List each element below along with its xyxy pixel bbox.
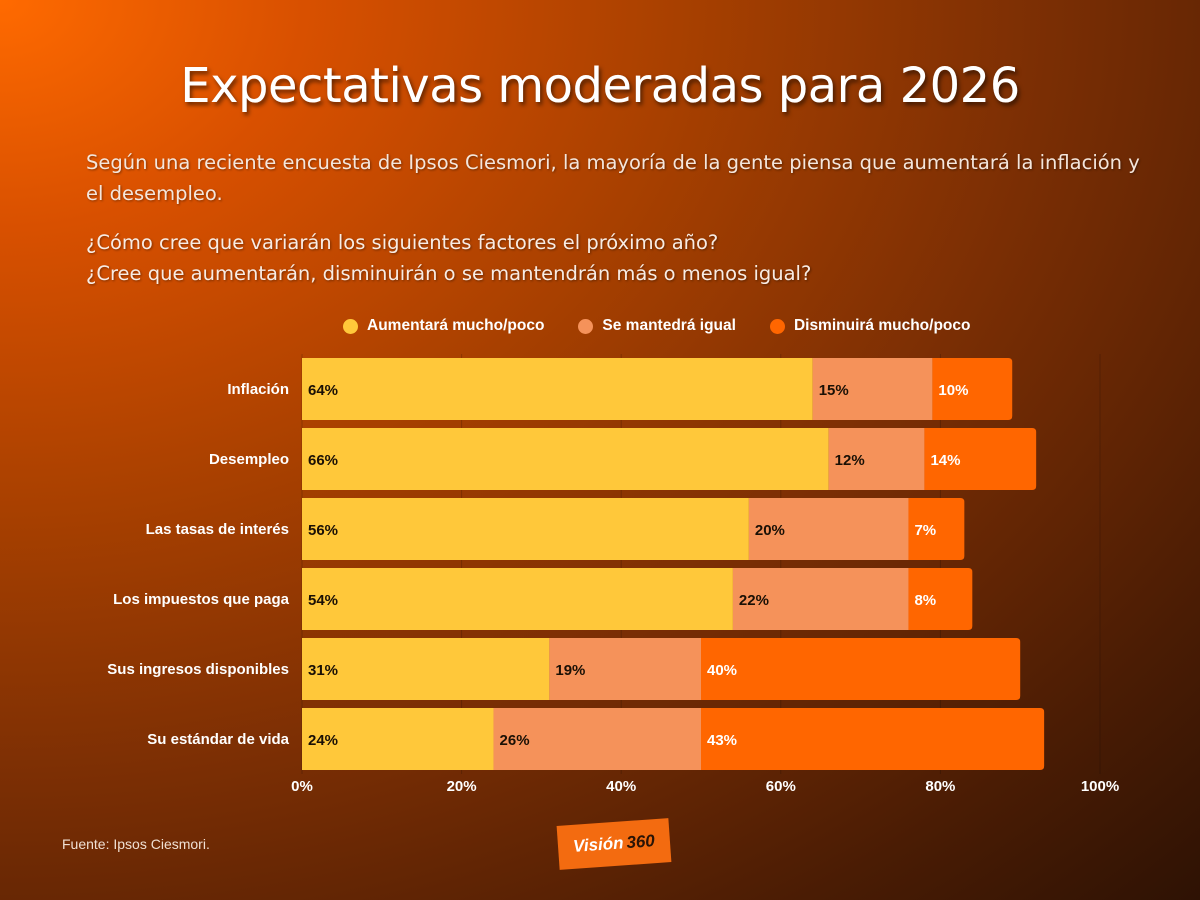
bar-segment <box>828 428 925 490</box>
data-label: 22% <box>739 592 769 609</box>
category-label: Sus ingresos disponibles <box>107 661 289 678</box>
legend-item-disminuira: Disminuirá mucho/poco <box>769 317 971 335</box>
data-label: 26% <box>500 732 530 749</box>
data-label: 10% <box>938 382 968 399</box>
legend-item-igual: Se mantedrá igual <box>578 317 736 335</box>
legend-label: Se mantedrá igual <box>602 317 736 334</box>
x-tick-label: 0% <box>291 778 313 795</box>
data-label: 20% <box>755 522 785 539</box>
data-label: 43% <box>707 732 737 749</box>
legend-dot-icon <box>769 318 785 334</box>
data-label: 19% <box>555 662 585 679</box>
bar-segment <box>302 708 494 770</box>
source-note: Fuente: Ipsos Ciesmori. <box>62 836 210 852</box>
data-label: 12% <box>835 452 865 469</box>
bar-segment <box>812 358 933 420</box>
data-label: 54% <box>308 592 338 609</box>
data-label: 14% <box>930 452 960 469</box>
x-tick-label: 20% <box>447 778 477 795</box>
bar-segment <box>701 708 1045 770</box>
data-label: 66% <box>308 452 338 469</box>
data-label: 15% <box>819 382 849 399</box>
legend-dot-icon <box>343 318 358 334</box>
vision360-logo: Visión 360 <box>556 818 672 870</box>
category-label: Los impuestos que paga <box>113 591 290 608</box>
data-label: 31% <box>308 662 338 679</box>
bar-segment <box>748 498 909 560</box>
bar-segment <box>932 358 1013 420</box>
x-tick-label: 60% <box>766 778 796 795</box>
survey-question: ¿Cómo cree que variarán los siguientes f… <box>86 227 1146 289</box>
question-line-1: ¿Cómo cree que variarán los siguientes f… <box>86 231 719 254</box>
category-label: Inflación <box>227 381 289 398</box>
logo-text-dark: 360 <box>625 831 656 853</box>
data-label: 24% <box>308 732 338 749</box>
legend-item-aumentara: Aumentará mucho/poco <box>343 317 544 335</box>
question-line-2: ¿Cree que aumentarán, disminuirán o se m… <box>86 262 812 285</box>
x-tick-label: 100% <box>1081 778 1119 795</box>
x-tick-label: 80% <box>925 778 955 795</box>
data-label: 8% <box>914 592 936 609</box>
bar-segment <box>302 638 550 700</box>
category-label: Su estándar de vida <box>147 731 289 748</box>
category-label: Desempleo <box>209 451 289 468</box>
x-tick-label: 40% <box>606 778 636 795</box>
legend-label: Aumentará mucho/poco <box>367 317 545 334</box>
category-label: Las tasas de interés <box>146 521 289 538</box>
data-label: 7% <box>914 522 936 539</box>
bar-segment <box>732 568 909 630</box>
bar-segment <box>549 638 701 700</box>
bar-segment <box>302 568 733 630</box>
chart-legend: Aumentará mucho/poco Se mantedrá igual D… <box>343 317 971 335</box>
subtitle: Según una reciente encuesta de Ipsos Cie… <box>86 151 1140 205</box>
data-label: 56% <box>308 522 338 539</box>
data-label: 64% <box>308 382 338 399</box>
legend-label: Disminuirá mucho/poco <box>793 317 971 334</box>
bar-segment <box>493 708 701 770</box>
bar-segment <box>924 428 1037 490</box>
logo-text-white: Visión <box>572 833 625 856</box>
bar-segment <box>701 638 1021 700</box>
bar-segment <box>302 498 749 560</box>
legend-dot-icon <box>578 318 594 334</box>
data-label: 40% <box>707 662 737 679</box>
bar-segment <box>908 568 973 630</box>
page-title: Expectativas moderadas para 2026 <box>180 58 1020 114</box>
bar-segment <box>302 358 813 420</box>
bar-segment <box>908 498 965 560</box>
bar-segment <box>302 428 829 490</box>
